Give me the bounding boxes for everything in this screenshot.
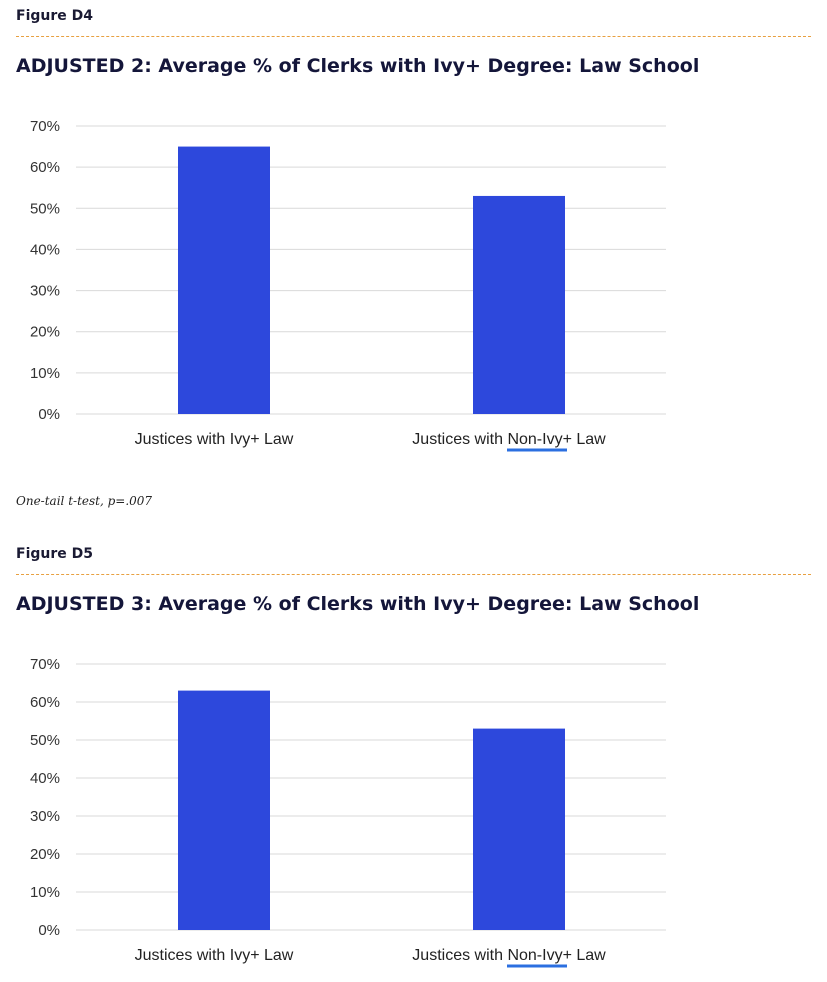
y-tick-label: 0% (38, 406, 60, 423)
y-tick-label: 0% (38, 922, 60, 939)
bar (178, 146, 270, 415)
y-tick-label: 60% (30, 694, 60, 711)
divider (16, 574, 811, 575)
figure-label: Figure D5 (16, 546, 93, 562)
y-tick-label: 70% (30, 118, 60, 135)
bar (178, 690, 270, 930)
bar-chart: 0% 10% 20% 30% 40% 50% 60% 70% Justices with Ivy… (30, 656, 666, 968)
y-tick-label: 20% (30, 846, 60, 863)
y-tick-label: 10% (30, 365, 60, 382)
category-label: Justices with Ivy+ Law (135, 947, 294, 964)
chart-title: ADJUSTED 2: Average % of Clerks with Ivy… (16, 55, 700, 77)
y-tick-label: 50% (30, 732, 60, 749)
y-tick-label: 70% (30, 656, 60, 673)
y-tick-label: 10% (30, 884, 60, 901)
y-tick-label: 20% (30, 324, 60, 341)
y-tick-label: 30% (30, 283, 60, 300)
bar-chart: 0% 10% 20% 30% 40% 50% 60% 70% Justices with Ivy… (30, 118, 666, 452)
bar (473, 195, 565, 414)
y-tick-label: 60% (30, 159, 60, 176)
test-note: One-tail t-test, p=.007 (16, 494, 153, 508)
chart-title: ADJUSTED 3: Average % of Clerks with Ivy… (16, 593, 700, 615)
bar (473, 728, 565, 930)
y-tick-label: 50% (30, 200, 60, 217)
y-tick-label: 40% (30, 770, 60, 787)
category-label: Justices with Non-Ivy+ Law (412, 947, 606, 964)
category-label: Justices with Ivy+ Law (135, 431, 294, 448)
figure-label: Figure D4 (16, 8, 93, 24)
category-label: Justices with Non-Ivy+ Law (412, 431, 606, 448)
y-tick-label: 40% (30, 241, 60, 258)
divider (16, 36, 811, 37)
y-tick-label: 30% (30, 808, 60, 825)
